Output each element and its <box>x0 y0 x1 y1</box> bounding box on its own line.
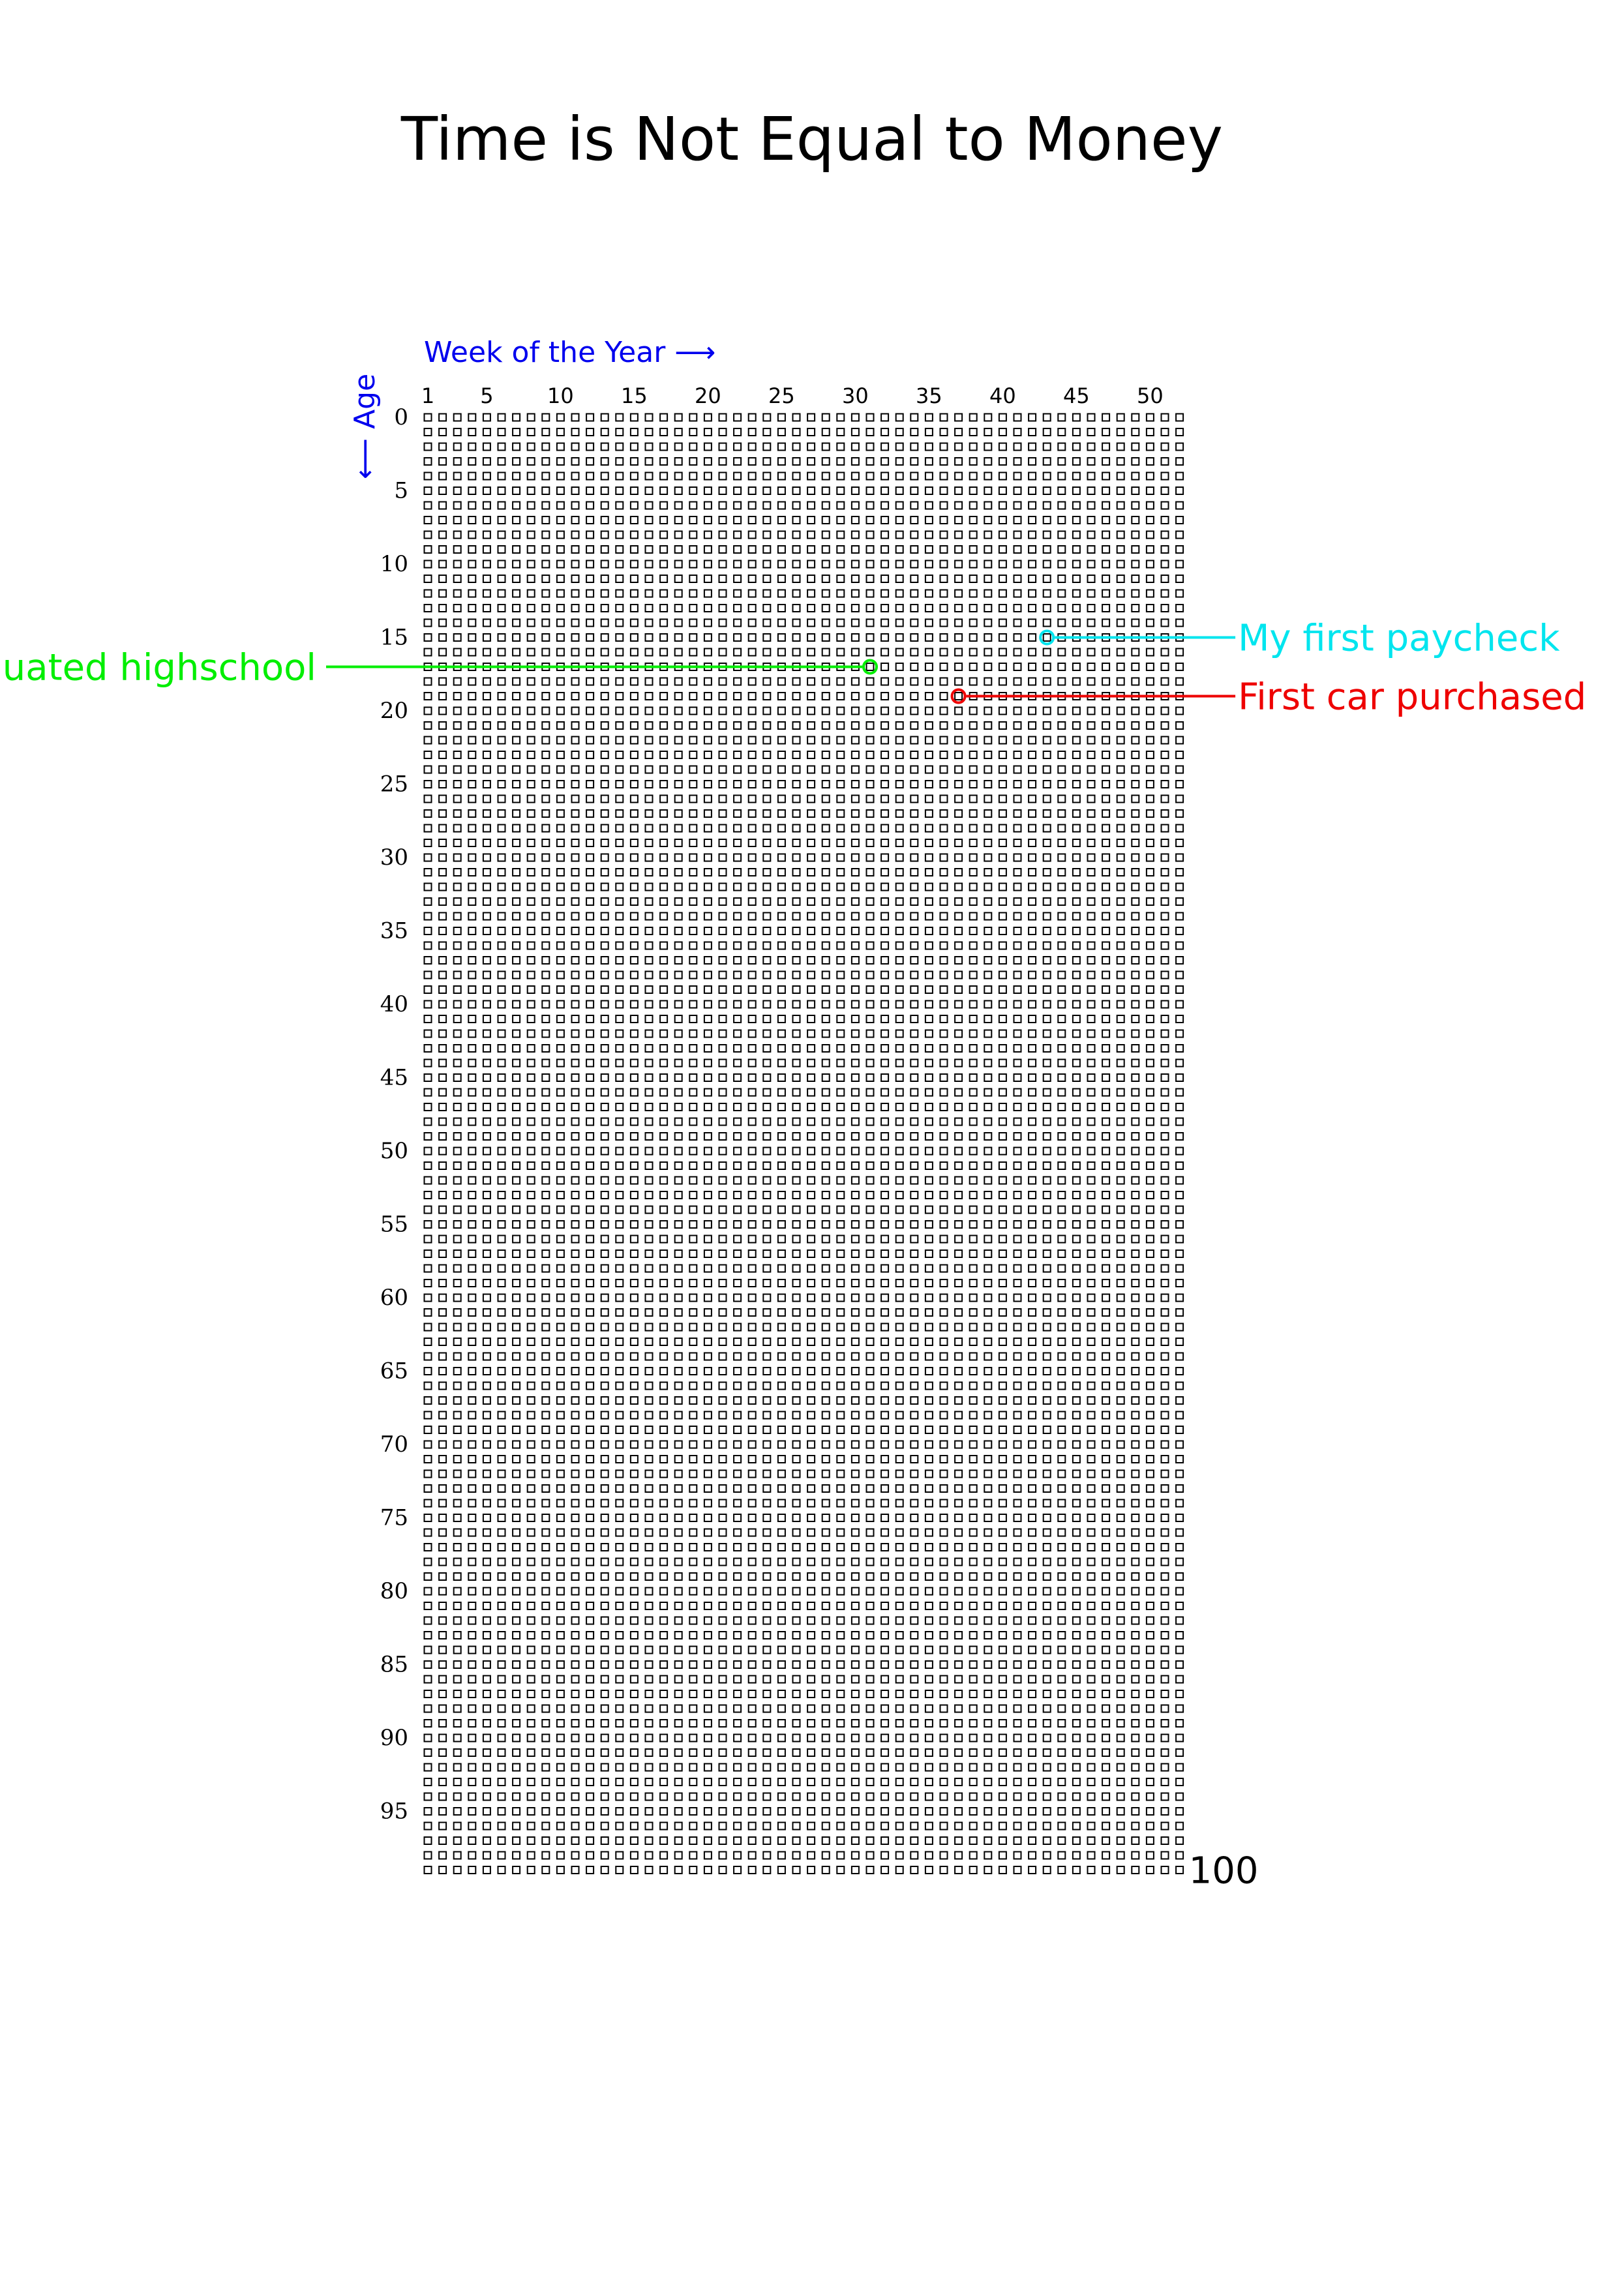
y-tick-label: 40 <box>380 991 408 1017</box>
end-age-label: 100 <box>1189 1850 1259 1893</box>
y-axis-title: ⟵ Age <box>348 374 382 479</box>
event-annotations: My first paycheck Graduated highschool Fir… <box>0 618 1586 719</box>
y-tick-label: 95 <box>380 1799 408 1825</box>
x-tick-label: 15 <box>621 383 648 408</box>
event-label: My first paycheck <box>1238 618 1560 660</box>
y-tick-label: 10 <box>380 551 408 577</box>
week-cells <box>423 413 1184 1874</box>
y-tick-label: 45 <box>380 1065 408 1091</box>
event-my-first-paycheck: My first paycheck <box>1039 618 1560 660</box>
x-tick-label: 1 <box>421 383 434 408</box>
chart-title: Time is Not Equal to Money <box>400 104 1223 174</box>
event-graduated-highschool: Graduated highschool <box>0 647 878 689</box>
x-tick-label: 25 <box>768 383 795 408</box>
y-tick-label: 60 <box>380 1285 408 1311</box>
y-tick-label: 75 <box>380 1505 408 1531</box>
y-tick-label: 70 <box>380 1431 408 1458</box>
week-grid <box>423 413 1184 1874</box>
x-tick-label: 20 <box>695 383 721 408</box>
y-tick-labels: 0 5 10 15 20 25 30 35 40 45 50 55 60 65 70 75 80 85 90 95 <box>380 404 408 1825</box>
y-tick-label: 0 <box>394 404 408 430</box>
y-tick-label: 85 <box>380 1652 408 1678</box>
event-label: First car purchased <box>1238 676 1586 719</box>
y-tick-label: 35 <box>380 918 408 944</box>
event-marker <box>862 659 878 675</box>
x-tick-label: 5 <box>480 383 493 408</box>
y-tick-label: 80 <box>380 1578 408 1604</box>
x-tick-label: 45 <box>1063 383 1090 408</box>
event-marker <box>950 688 967 704</box>
y-tick-label: 5 <box>394 478 408 504</box>
event-label: Graduated highschool <box>0 647 316 689</box>
y-tick-label: 90 <box>380 1725 408 1751</box>
y-tick-label: 15 <box>380 625 408 651</box>
x-tick-label: 40 <box>989 383 1016 408</box>
x-tick-labels: 1 5 10 15 20 25 30 35 40 45 50 <box>421 383 1164 408</box>
y-tick-label: 30 <box>380 845 408 871</box>
x-tick-label: 50 <box>1137 383 1164 408</box>
y-tick-label: 25 <box>380 771 408 798</box>
x-tick-label: 30 <box>842 383 869 408</box>
y-tick-label: 65 <box>380 1358 408 1384</box>
y-tick-label: 20 <box>380 698 408 724</box>
event-marker <box>1039 629 1055 646</box>
x-tick-label: 10 <box>547 383 574 408</box>
event-first-car-purchased: First car purchased <box>950 676 1586 719</box>
x-axis-title: Week of the Year ⟶ <box>424 336 715 369</box>
x-tick-label: 35 <box>916 383 942 408</box>
y-tick-label: 50 <box>380 1138 408 1164</box>
y-tick-label: 55 <box>380 1212 408 1238</box>
